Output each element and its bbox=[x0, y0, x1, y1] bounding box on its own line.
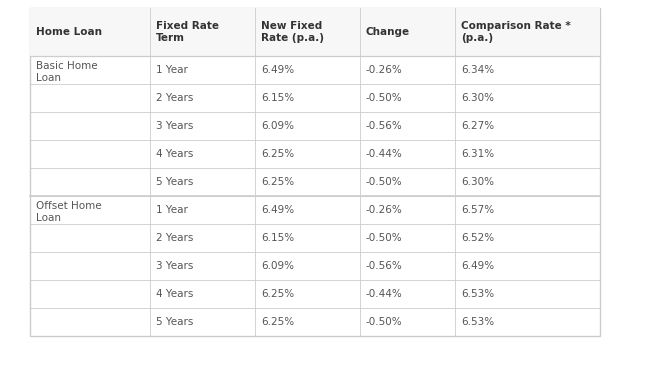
Bar bbox=[30, 8, 600, 56]
Text: 6.30%: 6.30% bbox=[461, 177, 494, 187]
Text: -0.26%: -0.26% bbox=[366, 65, 403, 75]
Text: 6.15%: 6.15% bbox=[261, 93, 294, 103]
Text: 3 Years: 3 Years bbox=[156, 261, 194, 271]
Text: 5 Years: 5 Years bbox=[156, 177, 194, 187]
Text: -0.26%: -0.26% bbox=[366, 205, 403, 215]
Text: -0.50%: -0.50% bbox=[366, 317, 402, 327]
Text: 6.49%: 6.49% bbox=[261, 205, 294, 215]
Text: 6.57%: 6.57% bbox=[461, 205, 494, 215]
Text: -0.50%: -0.50% bbox=[366, 177, 402, 187]
Text: 2 Years: 2 Years bbox=[156, 233, 194, 243]
Text: 6.31%: 6.31% bbox=[461, 149, 494, 159]
Bar bbox=[30, 8, 600, 336]
Text: 3 Years: 3 Years bbox=[156, 121, 194, 131]
Text: Basic Home
Loan: Basic Home Loan bbox=[36, 61, 98, 83]
Text: -0.56%: -0.56% bbox=[366, 261, 403, 271]
Text: 6.30%: 6.30% bbox=[461, 93, 494, 103]
Text: New Fixed
Rate (p.a.): New Fixed Rate (p.a.) bbox=[261, 21, 324, 43]
Text: Fixed Rate
Term: Fixed Rate Term bbox=[156, 21, 219, 43]
Text: 6.25%: 6.25% bbox=[261, 177, 294, 187]
Text: 6.09%: 6.09% bbox=[261, 121, 294, 131]
Text: 5 Years: 5 Years bbox=[156, 317, 194, 327]
Text: -0.44%: -0.44% bbox=[366, 149, 403, 159]
Text: 4 Years: 4 Years bbox=[156, 149, 194, 159]
Text: Comparison Rate *
(p.a.): Comparison Rate * (p.a.) bbox=[461, 21, 571, 43]
Text: Home Loan: Home Loan bbox=[36, 27, 102, 37]
Text: 6.15%: 6.15% bbox=[261, 233, 294, 243]
Text: 6.09%: 6.09% bbox=[261, 261, 294, 271]
Text: 6.53%: 6.53% bbox=[461, 317, 494, 327]
Text: 6.49%: 6.49% bbox=[261, 65, 294, 75]
Text: 6.25%: 6.25% bbox=[261, 317, 294, 327]
Text: 6.34%: 6.34% bbox=[461, 65, 494, 75]
Text: 6.27%: 6.27% bbox=[461, 121, 494, 131]
Text: 6.25%: 6.25% bbox=[261, 289, 294, 299]
Text: 6.53%: 6.53% bbox=[461, 289, 494, 299]
Text: -0.44%: -0.44% bbox=[366, 289, 403, 299]
Text: 1 Year: 1 Year bbox=[156, 65, 188, 75]
Text: 1 Year: 1 Year bbox=[156, 205, 188, 215]
Text: 6.25%: 6.25% bbox=[261, 149, 294, 159]
Text: 2 Years: 2 Years bbox=[156, 93, 194, 103]
Text: 4 Years: 4 Years bbox=[156, 289, 194, 299]
Text: -0.50%: -0.50% bbox=[366, 233, 402, 243]
Text: 6.52%: 6.52% bbox=[461, 233, 494, 243]
Text: 6.49%: 6.49% bbox=[461, 261, 494, 271]
Text: Offset Home
Loan: Offset Home Loan bbox=[36, 201, 101, 223]
Text: -0.56%: -0.56% bbox=[366, 121, 403, 131]
Text: -0.50%: -0.50% bbox=[366, 93, 402, 103]
Text: Change: Change bbox=[366, 27, 410, 37]
